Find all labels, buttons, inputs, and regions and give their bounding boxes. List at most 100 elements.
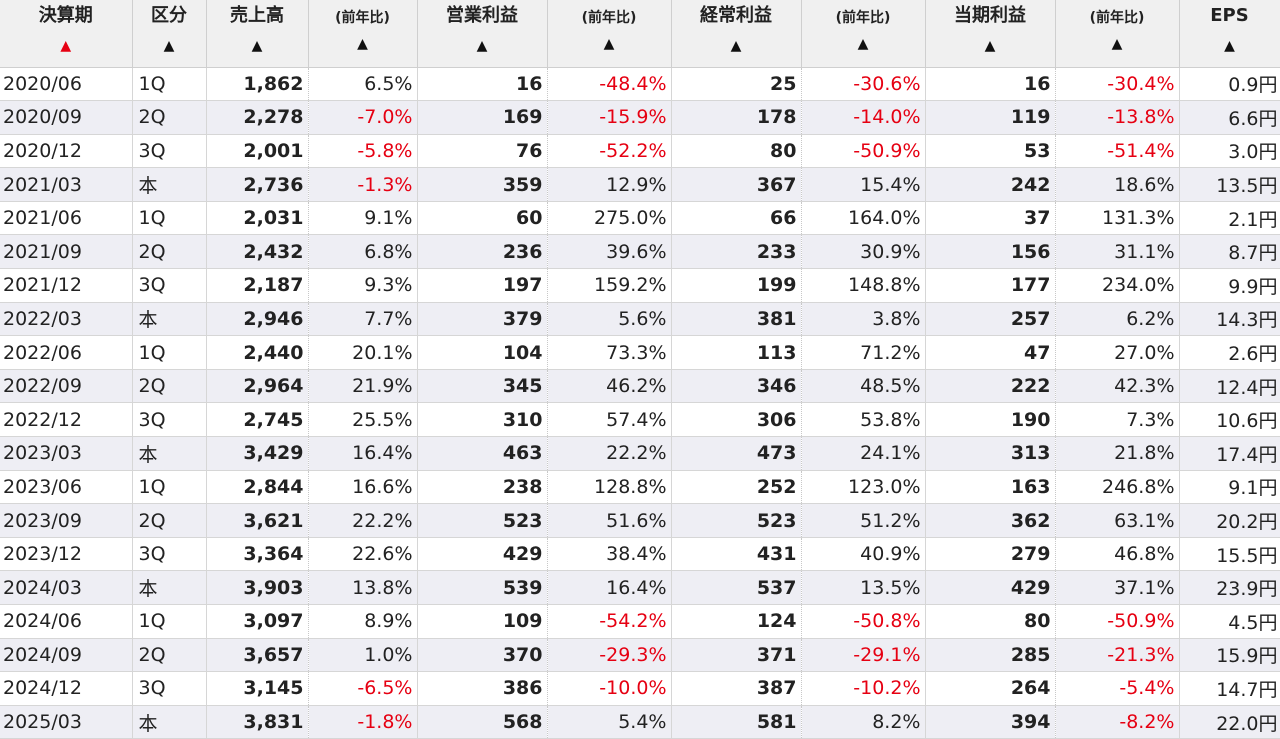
kubun-cell: 2Q — [132, 503, 207, 538]
eps-cell: 12.4円 — [1179, 369, 1280, 404]
table-row: 2022/12 3Q 2,745 25.5% 310 57.4% 306 53.8% 190 7.… — [0, 402, 1280, 438]
kubun-cell: 2Q — [132, 234, 207, 270]
sales-cell: 2,745 — [206, 402, 309, 438]
net-yoy-cell: 21.8% — [1055, 436, 1180, 471]
header-kubun[interactable]: 区分 ▲ — [132, 0, 207, 68]
sort-arrow-icon[interactable]: ▲ — [730, 38, 742, 54]
header-operating-profit[interactable]: 営業利益 ▲ — [417, 0, 548, 68]
sales-yoy-cell: 6.8% — [308, 234, 418, 270]
table-row: 2020/06 1Q 1,862 6.5% 16 -48.4% 25 -30.6% 16 -30.… — [0, 67, 1280, 102]
ordinary-yoy-cell: 53.8% — [801, 402, 926, 438]
net-profit-cell: 313 — [925, 436, 1056, 471]
sort-arrow-icon[interactable]: ▲ — [984, 38, 996, 54]
ordinary-profit-cell: 537 — [671, 570, 802, 605]
kubun-cell: 1Q — [132, 470, 207, 505]
operating-profit-cell: 386 — [417, 671, 548, 706]
ordinary-profit-cell: 473 — [671, 436, 802, 471]
header-net-yoy[interactable]: (前年比) ▲ — [1055, 0, 1180, 68]
header-ordinary-yoy[interactable]: (前年比) ▲ — [801, 0, 926, 68]
ordinary-profit-cell: 124 — [671, 604, 802, 639]
net-profit-cell: 279 — [925, 537, 1056, 572]
table-row: 2022/03 本 2,946 7.7% 379 5.6% 381 3.8% 257 6.2% 14… — [0, 302, 1280, 337]
ordinary-profit-cell: 199 — [671, 268, 802, 303]
ordinary-yoy-cell: -50.9% — [801, 134, 926, 169]
kubun-cell: 3Q — [132, 134, 207, 169]
kubun-cell: 3Q — [132, 537, 207, 572]
sort-arrow-icon[interactable]: ▲ — [857, 36, 869, 52]
sort-arrow-icon[interactable]: ▲ — [1224, 38, 1235, 54]
header-eps[interactable]: EPS ▲ — [1179, 0, 1280, 68]
ordinary-profit-cell: 581 — [671, 705, 802, 739]
header-net-profit[interactable]: 当期利益 ▲ — [925, 0, 1056, 68]
ordinary-profit-cell: 346 — [671, 369, 802, 404]
net-yoy-cell: -13.8% — [1055, 100, 1180, 135]
ordinary-yoy-cell: 48.5% — [801, 369, 926, 404]
sort-arrow-icon[interactable]: ▲ — [251, 38, 263, 54]
period-cell: 2025/03 — [0, 705, 133, 739]
operating-profit-cell: 568 — [417, 705, 548, 739]
period-cell: 2024/12 — [0, 671, 133, 706]
sort-arrow-icon[interactable]: ▲ — [163, 38, 175, 54]
period-cell: 2020/09 — [0, 100, 133, 135]
operating-yoy-cell: 38.4% — [547, 537, 672, 572]
sales-yoy-cell: -1.3% — [308, 167, 418, 202]
ordinary-yoy-cell: -29.1% — [801, 638, 926, 673]
eps-cell: 0.9円 — [1179, 67, 1280, 102]
eps-cell: 15.9円 — [1179, 638, 1280, 673]
eps-cell: 9.1円 — [1179, 470, 1280, 505]
table-row: 2022/06 1Q 2,440 20.1% 104 73.3% 113 71.2% 47 27.… — [0, 335, 1280, 370]
header-operating-yoy[interactable]: (前年比) ▲ — [547, 0, 672, 68]
period-cell: 2023/06 — [0, 470, 133, 505]
operating-profit-cell: 169 — [417, 100, 548, 135]
sort-arrow-icon[interactable]: ▲ — [603, 36, 615, 52]
eps-cell: 2.1円 — [1179, 201, 1280, 236]
header-sales[interactable]: 売上高 ▲ — [206, 0, 309, 68]
sort-arrow-icon[interactable]: ▲ — [60, 38, 72, 54]
ordinary-yoy-cell: 13.5% — [801, 570, 926, 605]
header-ordinary-profit[interactable]: 経常利益 ▲ — [671, 0, 802, 68]
table-row: 2023/06 1Q 2,844 16.6% 238 128.8% 252 123.0% 163… — [0, 470, 1280, 505]
header-period[interactable]: 決算期 ▲ — [0, 0, 133, 68]
operating-yoy-cell: 5.4% — [547, 705, 672, 739]
sales-yoy-cell: -1.8% — [308, 705, 418, 739]
operating-profit-cell: 539 — [417, 570, 548, 605]
kubun-cell: 本 — [132, 705, 207, 739]
net-profit-cell: 429 — [925, 570, 1056, 605]
eps-cell: 17.4円 — [1179, 436, 1280, 471]
ordinary-yoy-cell: 40.9% — [801, 537, 926, 572]
net-profit-cell: 37 — [925, 201, 1056, 236]
header-sales-yoy[interactable]: (前年比) ▲ — [308, 0, 418, 68]
net-yoy-cell: 27.0% — [1055, 335, 1180, 370]
operating-profit-cell: 109 — [417, 604, 548, 639]
sort-arrow-icon[interactable]: ▲ — [357, 36, 368, 52]
operating-profit-cell: 379 — [417, 302, 548, 337]
table-row: 2023/09 2Q 3,621 22.2% 523 51.6% 523 51.2% 362 63… — [0, 503, 1280, 538]
eps-cell: 22.0円 — [1179, 705, 1280, 739]
net-profit-cell: 16 — [925, 67, 1056, 102]
sales-cell: 3,657 — [206, 638, 309, 673]
sales-yoy-cell: 9.3% — [308, 268, 418, 303]
ordinary-profit-cell: 431 — [671, 537, 802, 572]
header-label: 売上高 — [230, 5, 284, 26]
net-yoy-cell: -30.4% — [1055, 67, 1180, 102]
sort-arrow-icon[interactable]: ▲ — [476, 38, 488, 54]
net-yoy-cell: -50.9% — [1055, 604, 1180, 639]
sales-cell: 2,432 — [206, 234, 309, 270]
sales-yoy-cell: 1.0% — [308, 638, 418, 673]
eps-cell: 8.7円 — [1179, 234, 1280, 270]
table-row: 2025/03 本 3,831 -1.8% 568 5.4% 581 8.2% 394 -8.2%… — [0, 705, 1280, 739]
operating-yoy-cell: -52.2% — [547, 134, 672, 169]
eps-cell: 3.0円 — [1179, 134, 1280, 169]
sales-yoy-cell: 25.5% — [308, 402, 418, 438]
net-yoy-cell: 6.2% — [1055, 302, 1180, 337]
ordinary-yoy-cell: 148.8% — [801, 268, 926, 303]
sort-arrow-icon[interactable]: ▲ — [1111, 36, 1123, 52]
sales-cell: 3,831 — [206, 705, 309, 739]
sales-cell: 2,031 — [206, 201, 309, 236]
net-yoy-cell: 42.3% — [1055, 369, 1180, 404]
header-label: (前年比) — [335, 10, 390, 26]
net-yoy-cell: 234.0% — [1055, 268, 1180, 303]
sales-yoy-cell: 21.9% — [308, 369, 418, 404]
kubun-cell: 本 — [132, 570, 207, 605]
sales-yoy-cell: 20.1% — [308, 335, 418, 370]
